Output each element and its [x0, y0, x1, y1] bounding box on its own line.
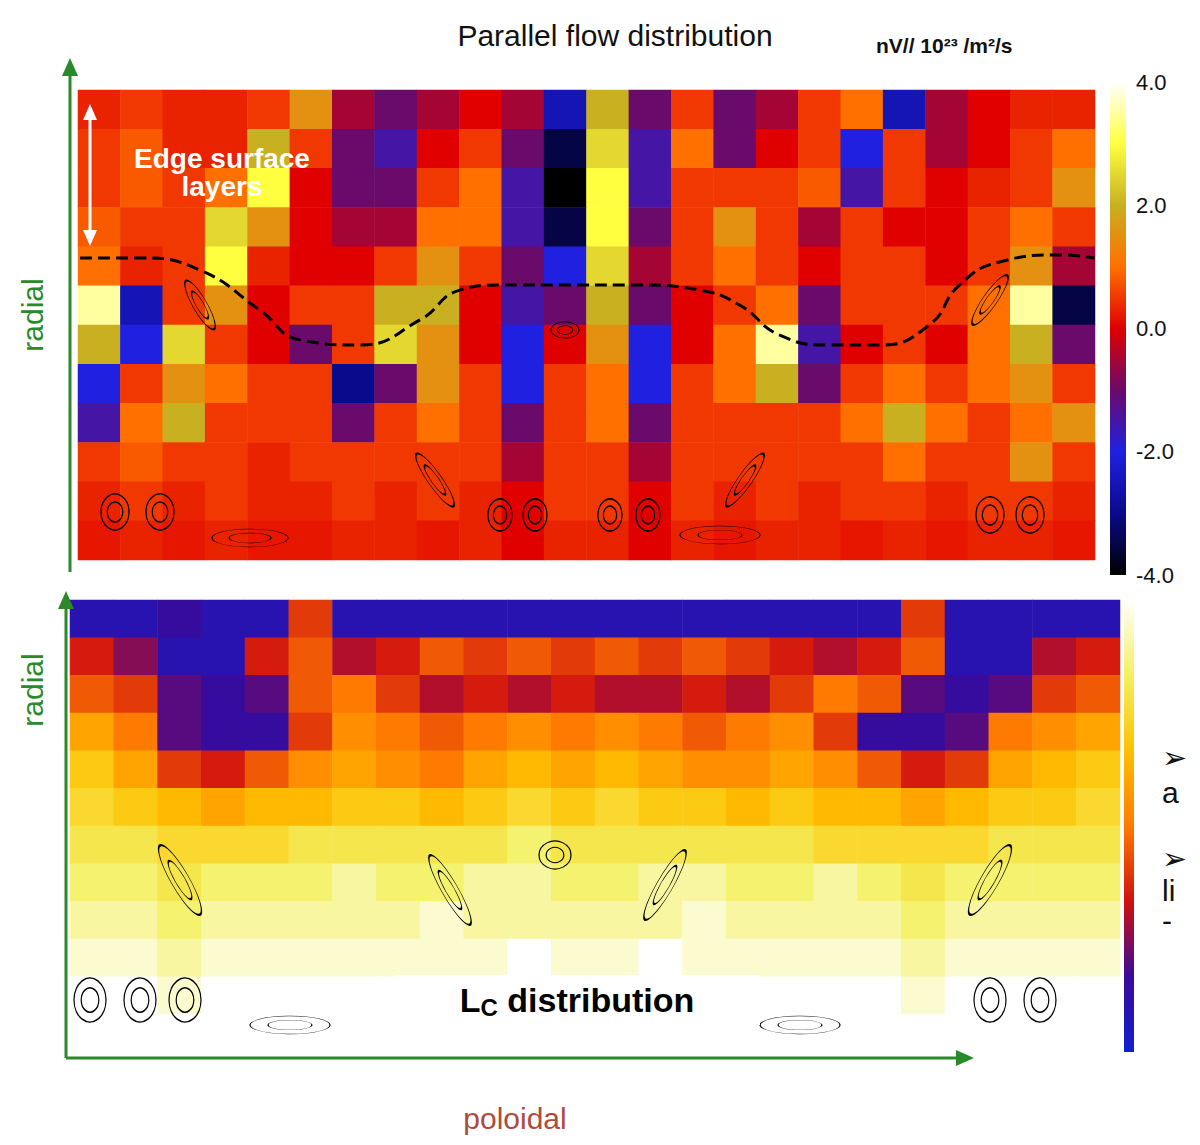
svg-text:2.0: 2.0	[1136, 193, 1167, 218]
svg-text:poloidal: poloidal	[463, 1102, 566, 1135]
svg-text:li: li	[1162, 874, 1175, 907]
svg-text:0.0: 0.0	[1136, 316, 1167, 341]
svg-text:Edge surface: Edge surface	[134, 143, 310, 174]
svg-text:➢: ➢	[1162, 842, 1187, 875]
svg-text:a: a	[1162, 776, 1179, 809]
svg-text:-: -	[1162, 904, 1172, 937]
svg-text:layers: layers	[182, 171, 263, 202]
svg-text:distribution: distribution	[498, 981, 694, 1019]
svg-text:4.0: 4.0	[1136, 70, 1167, 95]
svg-text:nV// 10²³ /m²/s: nV// 10²³ /m²/s	[876, 34, 1013, 57]
svg-text:➢: ➢	[1162, 741, 1187, 774]
svg-text:-2.0: -2.0	[1136, 439, 1174, 464]
svg-text:C: C	[481, 994, 498, 1021]
svg-text:L: L	[460, 981, 481, 1019]
svg-text:radial: radial	[16, 653, 49, 726]
svg-text:-4.0: -4.0	[1136, 563, 1174, 588]
svg-text:radial: radial	[16, 278, 49, 351]
svg-text:Parallel flow distribution: Parallel flow distribution	[457, 19, 772, 52]
